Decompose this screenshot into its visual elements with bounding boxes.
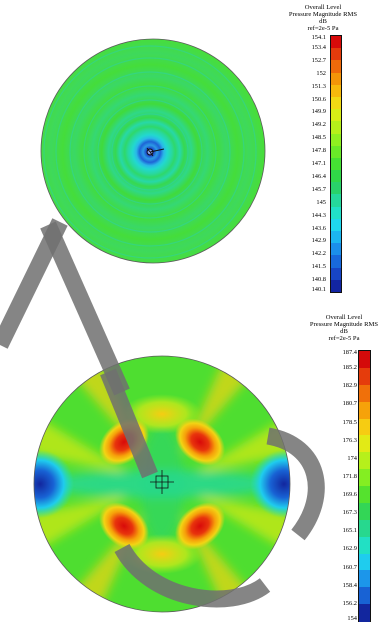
colorbar-tick-label: 165.1: [342, 527, 357, 535]
legend-unit: dB: [340, 327, 348, 335]
colorbar-tick-label: 178.5: [342, 418, 357, 426]
colorbar-tick-label: 176.3: [342, 436, 357, 444]
colorbar-swatch: [359, 469, 370, 487]
colorbar-swatch: [359, 604, 370, 622]
colorbar-swatch: [331, 231, 341, 244]
colorbar-tick-label: 158.4: [342, 581, 357, 589]
colorbar-tick-label: 143.6: [311, 224, 326, 232]
colorbar-swatch: [359, 367, 370, 386]
colorbar-tick-label: 140.8: [311, 276, 326, 284]
colorbar-tick-label: 142.9: [311, 237, 326, 245]
colorbar-swatch: [331, 121, 341, 135]
colorbar-swatch: [331, 48, 341, 61]
legend-title-line: Pressure Magnitude RMS: [288, 10, 358, 18]
colorbar-swatch: [359, 587, 370, 605]
legend-reference: ref=2e-5 Pa: [307, 24, 339, 32]
colorbar-tick-label: 152.7: [311, 56, 326, 64]
colorbar-tick-label: 141.5: [311, 263, 326, 271]
colorbar-swatch: [331, 133, 341, 147]
colorbar-tick-label: 174: [347, 454, 357, 462]
source-probe-icon: [150, 470, 174, 494]
colorbar-swatch: [331, 157, 341, 171]
colorbar-swatch: [331, 36, 341, 49]
colorbar-swatch: [359, 570, 370, 588]
colorbar-swatch: [359, 418, 370, 436]
colorbar-tick-label: 162.9: [342, 545, 357, 553]
colorbar-swatch: [331, 267, 341, 281]
colorbar-swatch: [331, 182, 341, 195]
colorbar-tick-label: 180.7: [342, 400, 357, 408]
legend-unit: dB: [319, 17, 327, 25]
colorbar-swatch: [331, 170, 341, 183]
top-legend-title: Overall Level Pressure Magnitude RMS dB …: [282, 4, 364, 33]
colorbar-swatch: [331, 218, 341, 232]
colorbar-tick-label: 145.7: [311, 185, 326, 193]
colorbar-tick-label: 140.1: [311, 286, 326, 293]
colorbar-tick-label: 146.4: [311, 172, 326, 180]
colorbar-swatch: [359, 553, 370, 571]
legend-title-line: Overall Level: [304, 4, 342, 11]
bottom-legend-ticks: 187.4 185.2 182.9 180.7 178.5 176.3 174 171.8 16…: [330, 349, 357, 622]
colorbar-swatch: [331, 60, 341, 74]
colorbar-tick-label: 169.6: [342, 491, 357, 499]
colorbar-swatch: [331, 243, 341, 256]
colorbar-tick-label: 156.2: [342, 599, 357, 607]
colorbar-swatch: [359, 502, 370, 521]
bottom-legend-title: Overall Level Pressure Magnitude RMS dB …: [303, 314, 385, 343]
colorbar-swatch: [331, 72, 341, 86]
colorbar-tick-label: 187.4: [342, 349, 357, 356]
colorbar-tick-label: 152: [316, 69, 326, 77]
colorbar-tick-label: 160.7: [342, 563, 357, 571]
colorbar-swatch: [359, 384, 370, 403]
bottom-contour-disk: [33, 355, 291, 613]
colorbar-tick-label: 149.9: [311, 108, 326, 116]
colorbar-swatch: [359, 519, 370, 538]
legend-title-line: Overall Level: [325, 314, 363, 321]
colorbar-swatch: [331, 145, 341, 159]
top-legend-ticks: 154.1 153.4 152.7 152 151.3 150.6 149.9 149.2 14…: [296, 34, 326, 293]
colorbar-tick-label: 153.4: [311, 43, 326, 51]
colorbar-swatch: [359, 486, 370, 504]
bottom-colorbar: [358, 350, 371, 622]
colorbar-tick-label: 182.9: [342, 382, 357, 390]
colorbar-swatch: [359, 452, 370, 470]
colorbar-swatch: [331, 194, 341, 208]
legend-reference: ref=2e-5 Pa: [328, 334, 360, 342]
colorbar-swatch: [331, 206, 341, 220]
colorbar-swatch: [331, 109, 341, 122]
colorbar-tick-label: 154.1: [311, 34, 326, 41]
colorbar-tick-label: 154: [347, 615, 357, 622]
colorbar-swatch: [359, 536, 370, 554]
legend-title-line: Pressure Magnitude RMS: [309, 320, 379, 328]
colorbar-tick-label: 149.2: [311, 121, 326, 129]
colorbar-tick-label: 145: [316, 198, 326, 206]
colorbar-swatch: [359, 401, 370, 419]
colorbar-swatch: [331, 279, 341, 293]
colorbar-swatch: [359, 435, 370, 453]
colorbar-swatch: [331, 84, 341, 98]
colorbar-tick-label: 147.8: [311, 147, 326, 155]
colorbar-tick-label: 151.3: [311, 82, 326, 90]
colorbar-tick-label: 142.2: [311, 250, 326, 258]
colorbar-tick-label: 150.6: [311, 95, 326, 103]
top-colorbar: [330, 35, 342, 293]
colorbar-tick-label: 185.2: [342, 364, 357, 372]
colorbar-tick-label: 171.8: [342, 472, 357, 480]
top-contour-disk: [40, 38, 266, 264]
colorbar-tick-label: 147.1: [311, 160, 326, 167]
colorbar-tick-label: 167.3: [342, 509, 357, 517]
source-probe-icon: [146, 147, 165, 157]
bottom-contour-plot: Overall Level Pressure Magnitude RMS dB …: [0, 310, 389, 622]
colorbar-tick-label: 144.3: [311, 211, 326, 219]
top-contour-plot: Overall Level Pressure Magnitude RMS dB …: [0, 0, 389, 305]
colorbar-tick-label: 148.5: [311, 134, 326, 142]
colorbar-swatch: [331, 255, 341, 269]
colorbar-swatch: [331, 96, 341, 110]
colorbar-swatch: [359, 351, 370, 369]
